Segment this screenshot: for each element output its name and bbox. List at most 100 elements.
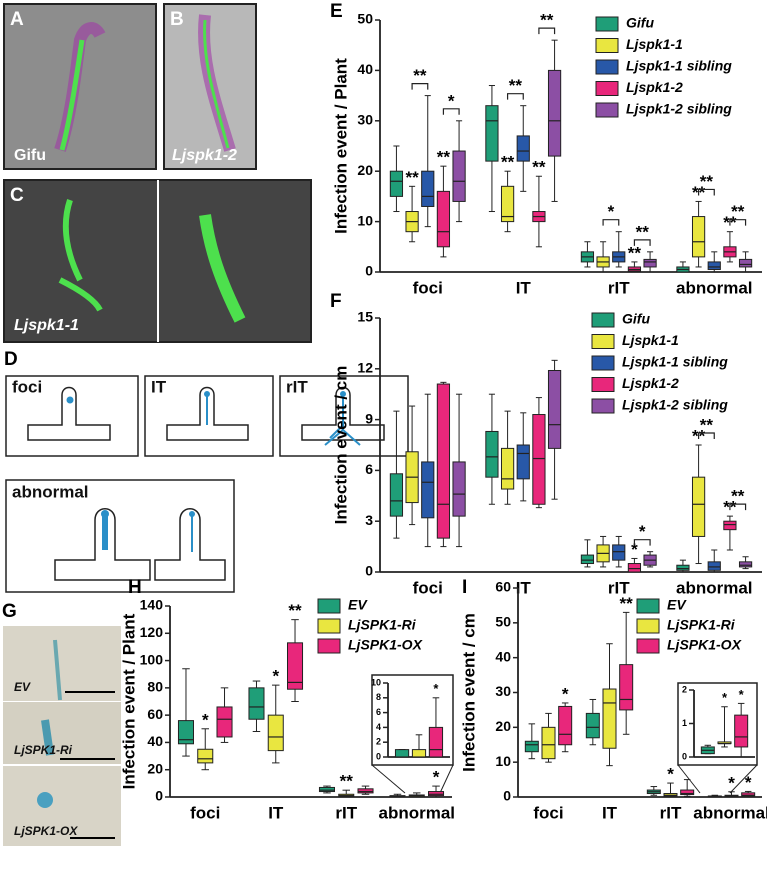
box xyxy=(485,105,499,162)
legend-swatch xyxy=(595,38,619,53)
legend-swatch xyxy=(636,618,660,634)
significance: ** xyxy=(413,66,427,85)
significance-bracket xyxy=(729,503,747,511)
significance: ** xyxy=(501,153,515,172)
box xyxy=(287,642,304,690)
significance: * xyxy=(272,667,279,686)
box xyxy=(452,150,466,202)
legend-swatch xyxy=(317,618,341,634)
panel-label: F xyxy=(330,291,342,312)
box xyxy=(177,720,194,745)
legend-label: Ljspk1-1 xyxy=(622,332,679,348)
panel-label: C xyxy=(10,185,24,206)
box xyxy=(267,714,284,752)
y-tick-label: 10 xyxy=(371,677,381,687)
box xyxy=(723,520,737,531)
y-axis-label: Infection event / cm xyxy=(331,366,350,525)
significance: * xyxy=(639,522,646,541)
legend-label: LjSPK1-OX xyxy=(348,637,424,653)
legend-swatch xyxy=(317,638,341,654)
significance-bracket xyxy=(538,27,556,35)
y-tick-label: 8 xyxy=(376,692,381,702)
significance-bracket xyxy=(442,108,460,115)
box xyxy=(516,135,530,162)
significance: ** xyxy=(636,222,650,241)
box xyxy=(500,447,515,490)
caption: EV xyxy=(14,680,31,694)
box xyxy=(707,261,721,270)
significance: ** xyxy=(532,158,546,177)
micrograph-b xyxy=(163,3,257,170)
box xyxy=(421,170,435,207)
y-tick-label: 12 xyxy=(357,360,373,376)
box xyxy=(734,714,749,748)
caption: LjSPK1-Ri xyxy=(14,743,73,757)
significance: ** xyxy=(700,415,714,434)
significance-bracket xyxy=(729,219,747,226)
x-tick-label: IT xyxy=(516,578,532,597)
significance-bracket xyxy=(602,219,620,226)
box xyxy=(516,444,530,480)
significance: ** xyxy=(405,168,419,187)
x-tick-label: IT xyxy=(602,803,618,822)
box xyxy=(627,563,642,573)
panel-label: A xyxy=(10,9,24,30)
y-tick-label: 20 xyxy=(147,760,163,776)
diagram-label: abnormal xyxy=(12,482,89,501)
box xyxy=(691,476,706,537)
legend-label: Ljspk1-1 xyxy=(626,36,683,52)
diagram xyxy=(5,375,409,593)
y-tick-label: 60 xyxy=(147,706,163,722)
box xyxy=(197,748,214,764)
diagram-label: foci xyxy=(12,377,42,396)
box xyxy=(411,749,427,758)
y-tick-label: 0 xyxy=(365,563,373,579)
y-tick-label: 30 xyxy=(495,683,511,699)
legend-label: LjSPK1-Ri xyxy=(667,617,736,633)
box xyxy=(738,258,753,268)
x-tick-label: foci xyxy=(413,278,443,297)
box xyxy=(428,726,444,758)
x-tick-label: rIT xyxy=(608,278,630,297)
y-tick-label: 2 xyxy=(682,684,687,694)
y-tick-label: 50 xyxy=(495,614,511,630)
x-tick-label: foci xyxy=(413,578,443,597)
caption: Ljspk1-2 xyxy=(172,147,237,164)
legend-swatch xyxy=(595,16,619,32)
box xyxy=(547,369,562,449)
significance-bracket xyxy=(697,188,715,196)
significance: * xyxy=(608,202,615,221)
legend-swatch xyxy=(595,102,619,118)
inset-connectors xyxy=(371,764,758,794)
y-tick-label: 6 xyxy=(365,461,373,477)
y-tick-label: 20 xyxy=(495,718,511,734)
y-tick-label: 3 xyxy=(365,512,373,528)
legend-label: EV xyxy=(348,597,368,613)
box xyxy=(452,461,466,517)
box xyxy=(428,791,445,797)
significance: * xyxy=(667,765,674,784)
significance: ** xyxy=(340,772,354,791)
legend-label: Ljspk1-2 xyxy=(622,375,679,391)
y-tick-label: 0 xyxy=(155,788,163,804)
y-tick-label: 1 xyxy=(682,718,687,728)
significance: * xyxy=(722,690,728,705)
box xyxy=(248,687,265,720)
x-tick-label: abnormal xyxy=(693,803,767,822)
significance: ** xyxy=(700,172,714,191)
box xyxy=(558,705,573,746)
significance-bracket xyxy=(411,83,429,90)
significance: ** xyxy=(731,202,745,221)
y-tick-label: 2 xyxy=(376,737,381,747)
y-tick-label: 60 xyxy=(495,579,511,595)
box xyxy=(436,190,451,248)
significance: * xyxy=(739,687,745,702)
box xyxy=(691,216,706,258)
x-tick-label: abnormal xyxy=(676,578,753,597)
box xyxy=(357,788,374,794)
significance-bracket xyxy=(697,432,715,439)
significance: * xyxy=(562,684,569,703)
box xyxy=(524,740,539,753)
y-tick-label: 6 xyxy=(376,707,381,717)
legend-label: Ljspk1-1 sibling xyxy=(622,354,728,370)
